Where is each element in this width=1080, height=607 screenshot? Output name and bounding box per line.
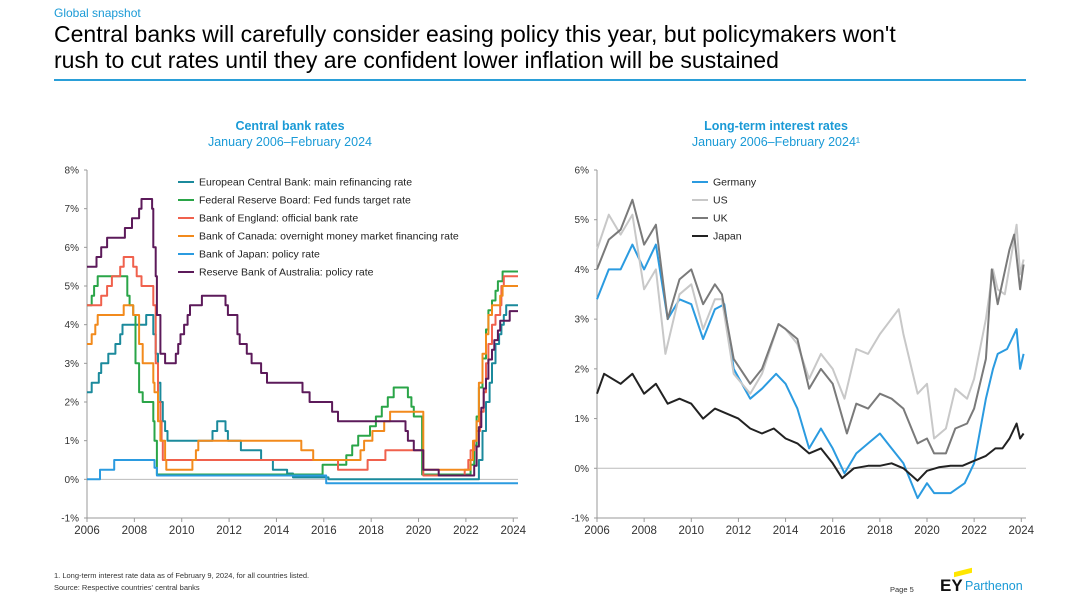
x-tick-label: 2012 <box>726 525 752 537</box>
series-line-rba <box>87 198 518 477</box>
footnote: 1. Long-term interest rate data as of Fe… <box>54 571 310 580</box>
y-tick-label: 5% <box>575 215 590 226</box>
page-number: Page 5 <box>890 585 914 594</box>
x-tick-label: 2012 <box>216 525 242 537</box>
central-bank-rates-chart: Central bank rates January 2006–February… <box>40 116 540 546</box>
x-tick-label: 2020 <box>406 525 432 537</box>
x-tick-label: 2008 <box>631 525 657 537</box>
source-note: Source: Respective countries' central ba… <box>54 583 200 592</box>
legend-label-us: US <box>713 195 728 207</box>
series-line-us <box>596 213 1025 440</box>
eyebrow-label: Global snapshot <box>54 6 141 20</box>
x-tick-label: 2018 <box>358 525 384 537</box>
x-tick-label: 2022 <box>453 525 479 537</box>
x-tick-label: 2016 <box>820 525 846 537</box>
x-tick-label: 2010 <box>678 525 704 537</box>
series-line-boj <box>87 459 518 485</box>
y-tick-label: 8% <box>65 166 80 177</box>
y-tick-label: 6% <box>575 166 590 177</box>
y-tick-label: 1% <box>65 436 80 447</box>
legend-label-uk: UK <box>713 213 728 225</box>
chart-title: Long-term interest rates <box>704 119 848 133</box>
y-tick-label: 6% <box>65 243 80 254</box>
legend-label-boe: Bank of England: official bank rate <box>199 213 358 225</box>
y-tick-label: 3% <box>575 315 590 326</box>
y-tick-label: 4% <box>575 265 590 276</box>
series-line-ecb <box>87 304 518 481</box>
logo-parthenon-text: Parthenon <box>965 579 1023 593</box>
y-tick-label: 2% <box>575 364 590 375</box>
legend-label-boc: Bank of Canada: overnight money market f… <box>199 231 459 243</box>
y-tick-label: -1% <box>61 514 79 525</box>
chart-subtitle: January 2006–February 2024¹ <box>691 135 861 149</box>
legend-label-japan: Japan <box>713 231 742 243</box>
page-title-line-2: rush to cut rates until they are confide… <box>54 47 779 73</box>
series-line-japan <box>596 372 1025 482</box>
y-tick-label: 0% <box>575 464 590 475</box>
y-tick-label: 2% <box>65 398 80 409</box>
x-tick-label: 2018 <box>867 525 893 537</box>
x-tick-label: 2006 <box>74 525 100 537</box>
y-tick-label: 3% <box>65 359 80 370</box>
x-tick-label: 2016 <box>311 525 337 537</box>
series-line-uk <box>596 198 1025 455</box>
legend-label-boj: Bank of Japan: policy rate <box>199 249 320 261</box>
x-tick-label: 2020 <box>914 525 940 537</box>
title-divider <box>54 79 1026 81</box>
series-line-fed <box>87 270 518 476</box>
legend-label-rba: Reserve Bank of Australia: policy rate <box>199 267 374 279</box>
long-term-rates-plot: -1% 0% 1% 2% 3% 4% 5% 6% 2006 2008 2010 2012 2014 201… <box>571 166 1034 538</box>
x-tick-label: 2014 <box>773 525 799 537</box>
y-tick-label: -1% <box>571 514 589 525</box>
x-tick-label: 2006 <box>584 525 610 537</box>
y-tick-label: 4% <box>65 320 80 331</box>
page-title-line-1: Central banks will carefully consider ea… <box>54 21 896 47</box>
chart-subtitle: January 2006–February 2024 <box>207 135 372 149</box>
legend-label-ecb: European Central Bank: main refinancing … <box>199 177 412 189</box>
chart-title: Central bank rates <box>235 119 345 133</box>
page-title: Central banks will carefully consider ea… <box>54 21 1044 73</box>
y-tick-label: 1% <box>575 414 590 425</box>
series-line-boe <box>87 256 518 477</box>
ey-parthenon-logo: EY Parthenon <box>940 567 1030 596</box>
series-line-germany <box>596 243 1025 500</box>
x-tick-label: 2008 <box>122 525 148 537</box>
x-tick-label: 2014 <box>264 525 290 537</box>
logo-ey-text: EY <box>940 576 963 595</box>
x-tick-label: 2024 <box>1008 525 1034 537</box>
y-tick-label: 5% <box>65 282 80 293</box>
legend-label-germany: Germany <box>713 177 757 189</box>
x-tick-label: 2022 <box>961 525 987 537</box>
y-tick-label: 0% <box>65 475 80 486</box>
legend-label-fed: Federal Reserve Board: Fed funds target … <box>199 195 411 207</box>
central-bank-rates-plot: -1% 0% 1% 2% 3% 4% 5% 6% 7% 8% 2006 2008 2010 2012 201… <box>61 166 526 538</box>
x-tick-label: 2010 <box>169 525 195 537</box>
x-tick-label: 2024 <box>500 525 526 537</box>
y-tick-label: 7% <box>65 204 80 215</box>
long-term-rates-chart: Long-term interest rates January 2006–Fe… <box>540 116 1040 546</box>
series-line-boc <box>87 285 518 471</box>
